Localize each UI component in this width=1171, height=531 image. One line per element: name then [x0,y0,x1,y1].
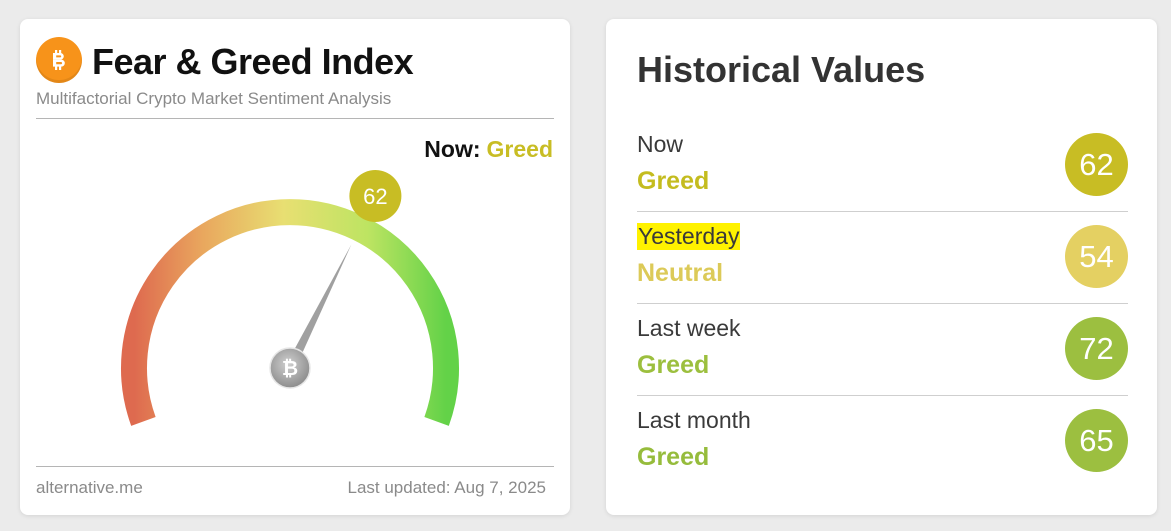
gauge-arc [121,199,459,426]
history-label: Yesterday [637,223,741,250]
gauge-hub-bitcoin-icon: ₿ [269,347,311,389]
history-row-last-week: Last week Greed 72 [637,303,1128,396]
last-updated: Last updated: Aug 7, 2025 [347,478,546,497]
historical-title: Historical Values [637,49,926,90]
sentiment-gauge: ₿ 62 [121,170,459,426]
history-classification: Neutral [637,259,724,287]
history-value-badge: 72 [1065,317,1128,380]
bitcoin-icon [36,37,82,83]
history-value-badge: 54 [1065,225,1128,288]
index-title: Fear & Greed Index [92,41,414,82]
now-label: Now: [424,136,481,162]
history-label: Last week [637,315,741,341]
gauge-value: 62 [363,184,387,209]
svg-text:₿: ₿ [282,358,298,380]
history-classification: Greed [637,167,710,195]
fear-greed-card: Fear & Greed Index Multifactorial Crypto… [20,19,570,515]
history-classification: Greed [637,351,710,379]
gauge-needle [285,244,352,371]
history-label: Now [637,131,684,157]
divider [36,466,554,467]
historical-values-card: Historical Values Now Greed 62 Yesterday… [606,19,1157,515]
history-row-yesterday: Yesterday Neutral 54 [637,211,1128,304]
history-value-badge: 62 [1065,133,1128,196]
divider [36,118,554,119]
history-value-badge: 65 [1065,409,1128,472]
index-subtitle: Multifactorial Crypto Market Sentiment A… [36,89,392,108]
history-label: Last month [637,407,751,433]
history-row-last-month: Last month Greed 65 [637,395,1128,487]
now-status: Now: Greed [424,136,553,163]
history-row-now: Now Greed 62 [637,119,1128,212]
source-label: alternative.me [36,478,143,497]
now-classification: Greed [486,136,553,162]
history-classification: Greed [637,443,710,471]
gauge-value-bubble: 62 [349,170,402,222]
